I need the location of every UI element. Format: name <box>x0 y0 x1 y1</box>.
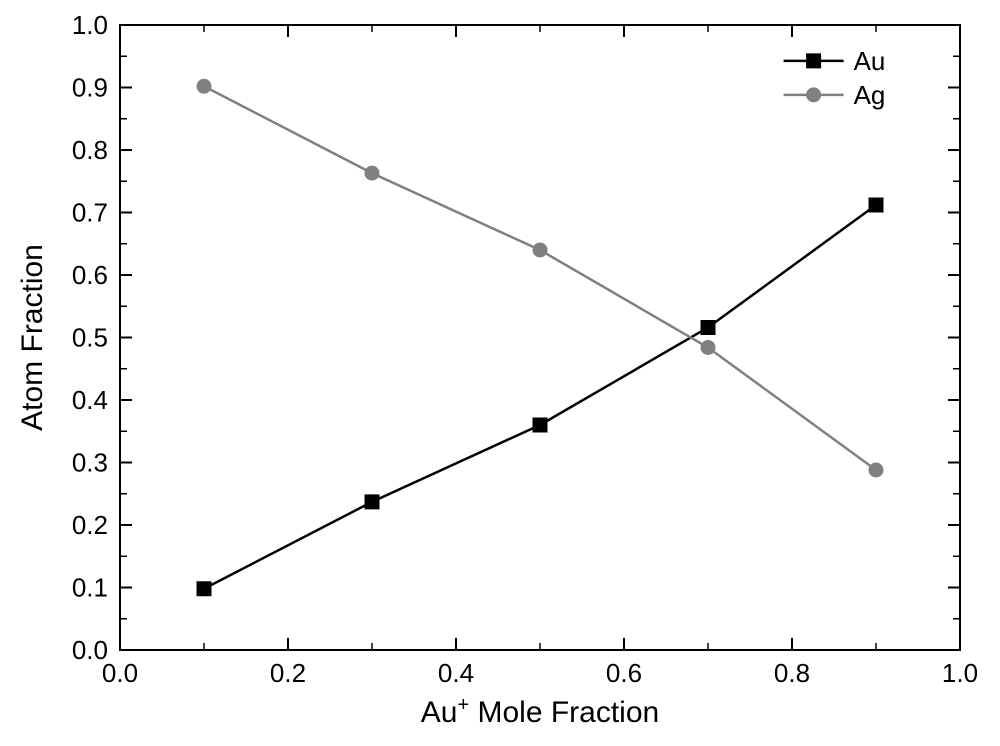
y-tick-label: 0.5 <box>72 323 108 353</box>
series-marker-ag <box>869 463 883 477</box>
series-marker-ag <box>365 166 379 180</box>
chart-container: 0.00.20.40.60.81.00.00.10.20.30.40.50.60… <box>0 0 1000 746</box>
legend-marker-au <box>807 54 821 68</box>
legend-marker-ag <box>807 88 821 102</box>
x-axis-label: Au+ Mole Fraction <box>421 694 659 729</box>
legend-label-ag: Ag <box>854 80 886 110</box>
series-marker-ag <box>701 341 715 355</box>
x-tick-label: 0.6 <box>606 658 642 688</box>
y-tick-label: 0.6 <box>72 260 108 290</box>
y-tick-label: 0.3 <box>72 448 108 478</box>
y-tick-label: 0.8 <box>72 135 108 165</box>
legend-label-au: Au <box>854 46 886 76</box>
series-marker-au <box>197 582 211 596</box>
x-tick-label: 0.4 <box>438 658 474 688</box>
line-chart: 0.00.20.40.60.81.00.00.10.20.30.40.50.60… <box>0 0 1000 746</box>
y-tick-label: 1.0 <box>72 10 108 40</box>
series-marker-au <box>365 495 379 509</box>
y-tick-label: 0.4 <box>72 385 108 415</box>
y-tick-label: 0.9 <box>72 73 108 103</box>
y-tick-label: 0.1 <box>72 573 108 603</box>
series-marker-au <box>869 198 883 212</box>
y-tick-label: 0.7 <box>72 198 108 228</box>
y-tick-label: 0.2 <box>72 510 108 540</box>
y-tick-label: 0.0 <box>72 635 108 665</box>
x-tick-label: 0.2 <box>270 658 306 688</box>
y-axis-label: Atom Fraction <box>16 244 49 431</box>
x-tick-label: 0.8 <box>774 658 810 688</box>
x-tick-label: 1.0 <box>942 658 978 688</box>
series-marker-ag <box>533 243 547 257</box>
series-marker-ag <box>197 79 211 93</box>
series-marker-au <box>701 321 715 335</box>
series-marker-au <box>533 418 547 432</box>
